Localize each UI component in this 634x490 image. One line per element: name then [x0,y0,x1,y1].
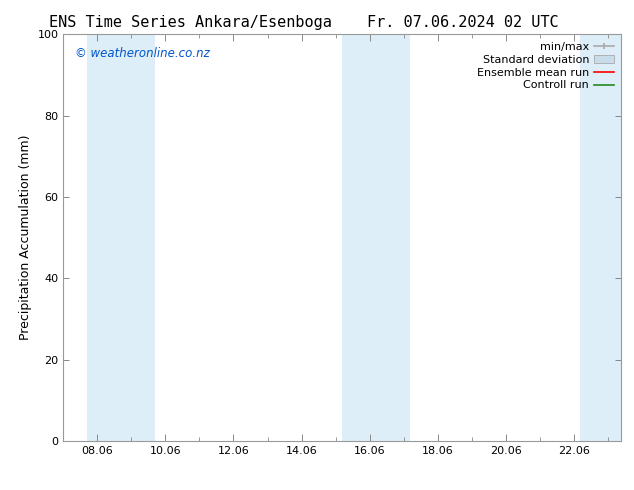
Bar [342,34,410,441]
Text: Fr. 07.06.2024 02 UTC: Fr. 07.06.2024 02 UTC [367,15,559,30]
Text: ENS Time Series Ankara/Esenboga: ENS Time Series Ankara/Esenboga [49,15,332,30]
Y-axis label: Precipitation Accumulation (mm): Precipitation Accumulation (mm) [19,135,32,341]
Text: © weatheronline.co.nz: © weatheronline.co.nz [75,47,209,59]
Bar [581,34,621,441]
Legend: min/max, Standard deviation, Ensemble mean run, Controll run: min/max, Standard deviation, Ensemble me… [475,40,616,93]
Bar [87,34,155,441]
